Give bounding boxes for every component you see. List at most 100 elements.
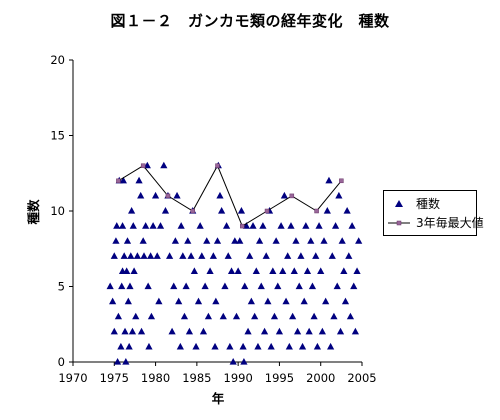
max-line [116,163,344,229]
data-point [293,327,302,335]
data-point [348,222,356,229]
data-point [267,342,275,350]
data-point [170,282,178,290]
data-point [179,252,187,259]
data-point [143,161,151,169]
data-point [254,342,262,350]
data-point [219,312,227,320]
data-point [156,222,165,229]
x-tick-label: 1995 [265,371,294,385]
data-point [128,327,137,335]
data-point [234,267,242,274]
data-point [203,237,211,244]
data-point [123,237,132,244]
data-point [259,222,267,229]
data-point [110,327,118,335]
data-point [244,327,252,335]
data-point [140,252,148,259]
max-point [264,208,270,214]
data-point [153,252,161,259]
data-point [353,267,361,274]
data-point [145,342,153,350]
data-point [303,267,312,274]
data-point [218,207,226,214]
data-point [229,358,237,365]
data-point [251,312,259,320]
data-point [204,312,213,320]
data-point [171,237,179,244]
data-point [149,222,157,229]
data-point [320,237,328,244]
data-point [343,207,351,214]
data-point [184,237,192,244]
data-point [341,297,350,305]
scatter-points [106,161,363,365]
data-point [227,267,236,274]
x-tick-label: 1975 [100,371,129,385]
data-point [285,342,293,350]
y-axis-title: 種数 [26,199,41,225]
max-point [339,178,344,184]
data-point [206,267,214,274]
y-tick-label: 10 [50,204,65,218]
legend-item-species: 種数 [384,195,440,213]
data-point [277,222,285,229]
data-point [247,297,255,305]
data-point [346,312,355,320]
max-point [314,208,319,214]
data-point [315,222,323,229]
data-point [196,222,204,229]
data-point [190,267,198,274]
data-point [236,237,244,244]
data-point [340,267,348,274]
data-point [231,237,239,244]
data-point [113,222,121,229]
data-point [272,237,280,244]
data-point [289,312,297,320]
data-point [125,342,133,350]
data-point [307,237,315,244]
data-point [300,297,308,305]
legend-item-max: 3年毎最大値 [384,214,484,232]
data-point [237,207,246,214]
triangle-marker-icon [384,195,414,213]
data-point [211,342,219,350]
data-point [287,222,295,229]
data-point [118,282,126,290]
data-point [336,327,345,335]
data-point [292,237,300,244]
data-point [308,282,317,290]
data-point [147,252,155,259]
data-point [126,282,134,290]
data-point [110,252,118,259]
data-point [106,282,114,290]
data-point [144,282,152,290]
data-point [262,252,270,259]
data-point [199,327,208,335]
data-point [260,327,269,335]
data-point [168,327,176,335]
data-point [119,176,127,184]
data-point [132,312,140,320]
data-point [187,252,195,259]
data-point [355,237,363,244]
data-point [139,237,147,244]
data-point [124,297,132,305]
data-point [284,252,292,259]
data-point [279,267,287,274]
data-point [331,222,340,229]
y-tick-label: 15 [50,129,65,143]
data-point [318,327,326,335]
tick-labels: 0 5 10 15 20 1970 1975 1980 1985 1990 1995 2000 2005 [50,53,376,385]
x-tick-label: 2000 [306,371,335,385]
data-point [133,252,142,259]
data-point [328,252,336,259]
data-point [317,267,325,274]
data-point [290,267,298,274]
x-axis-title: 年 [212,391,225,406]
max-point [240,223,245,229]
data-point [160,161,168,169]
data-point [185,327,194,335]
data-point [109,297,117,305]
legend-label: 種数 [416,197,441,211]
